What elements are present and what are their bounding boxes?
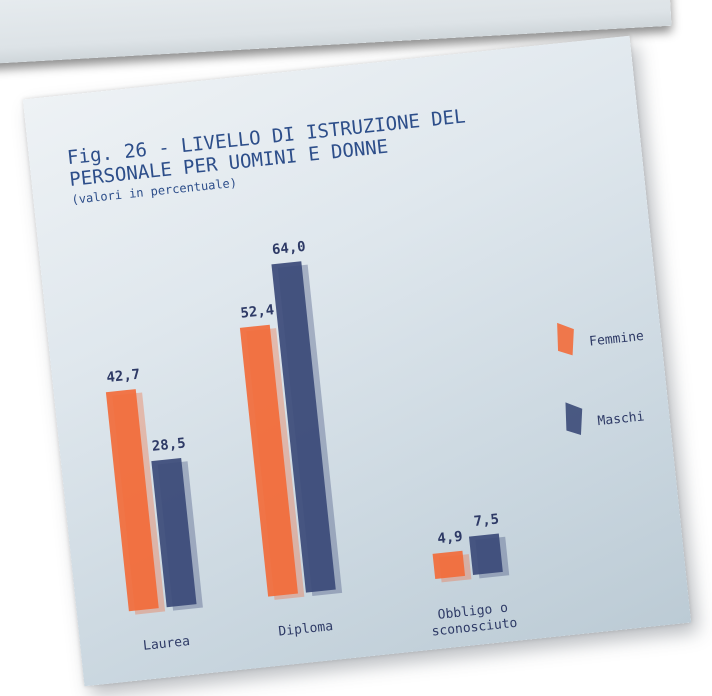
data-label-maschi-0: 28,5 [151, 435, 186, 454]
data-label-maschi-2: 7,5 [473, 511, 500, 530]
legend-swatch-maschi [565, 402, 583, 435]
data-label-maschi-1: 64,0 [271, 239, 306, 258]
data-label-femmine-2: 4,9 [437, 529, 464, 548]
legend-label-femmine: Femmine [589, 329, 645, 350]
category-label-1: Diploma [278, 619, 334, 640]
category-label-2-line-0: Obbligo o [437, 601, 509, 623]
bar-chart: 42,7 28,5 Laurea 52,4 64,0 Diploma 4,9 7,5 Obbli… [105, 239, 645, 654]
chart-card: Fig. 26 - LIVELLO DI ISTRUZIONE DEL PERS… [22, 35, 692, 687]
bar-femmine-0 [105, 389, 159, 612]
bar-femmine-2 [432, 550, 466, 580]
data-label-femmine-0: 42,7 [106, 367, 141, 386]
bar-femmine-1 [239, 324, 298, 597]
legend-label-maschi: Maschi [597, 409, 645, 429]
category-label-0: Laurea [142, 634, 190, 654]
bar-maschi-0 [151, 457, 197, 608]
bar-maschi-1 [271, 261, 336, 593]
legend-swatch-femmine [557, 322, 574, 356]
data-label-femmine-1: 52,4 [240, 302, 275, 321]
bar-maschi-2 [468, 533, 503, 576]
